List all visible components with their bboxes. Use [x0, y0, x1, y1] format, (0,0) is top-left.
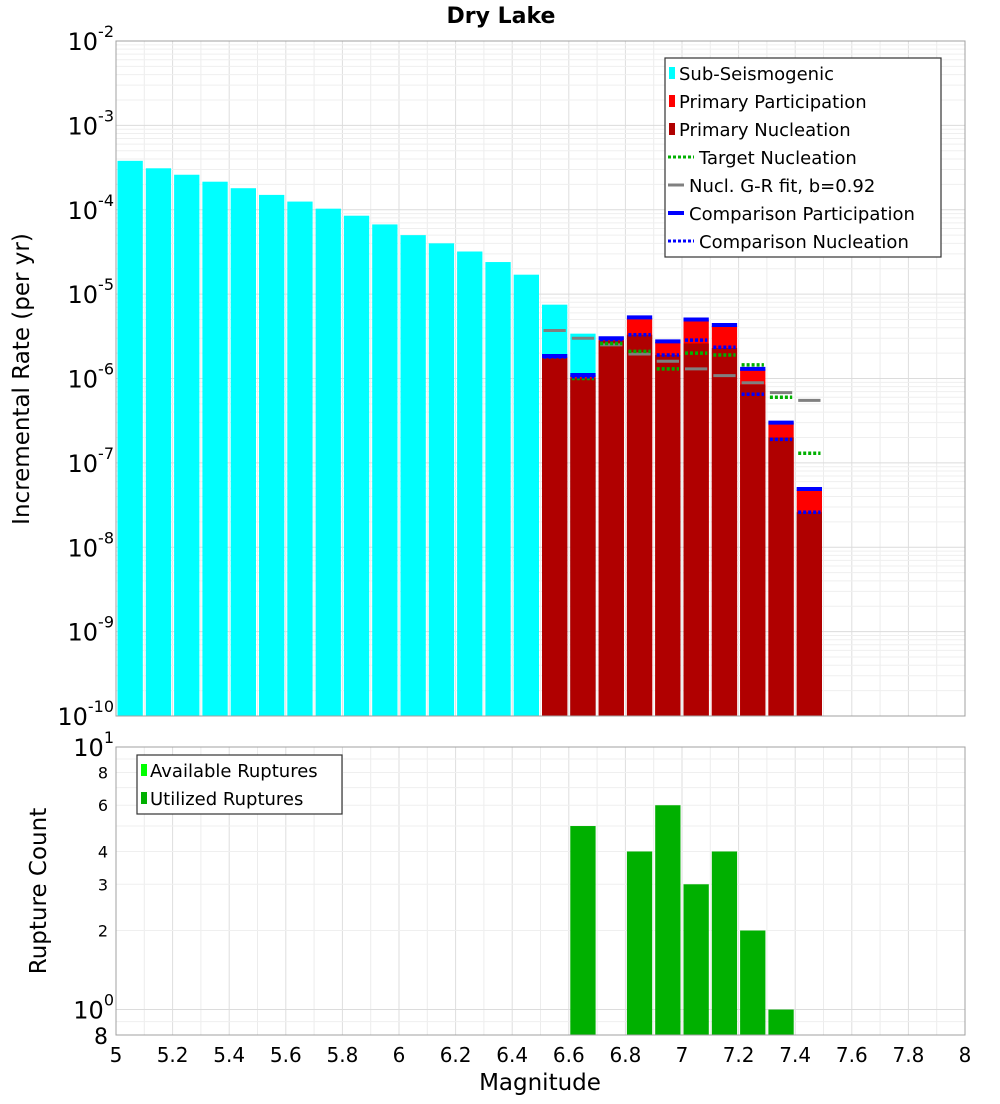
sub-seismogenic-bar: [372, 224, 398, 717]
top-markers: [542, 315, 822, 514]
utilized-ruptures-bar: [570, 826, 596, 1035]
bottom-plot-frame: [115, 746, 966, 1036]
x-tick-label: 7.2: [723, 1043, 755, 1067]
primary-nucleation-bar: [740, 384, 766, 716]
utilized-ruptures-bar: [768, 1009, 794, 1035]
primary-nucleation-bar: [683, 343, 709, 716]
primary-nucleation-bar: [626, 334, 653, 716]
x-tick-label: 5: [110, 1043, 123, 1067]
top-y-axis-label: Incremental Rate (per yr): [9, 233, 35, 525]
bottom-y-major-tick-label: 100: [73, 991, 114, 1025]
x-tick-label: 8: [959, 1043, 972, 1067]
bottom-y-minor-tick-label: 2: [98, 922, 108, 941]
x-tick-label: 6.2: [440, 1043, 472, 1067]
sub-seismogenic-bar: [428, 243, 455, 717]
bottom-y-minor-tick-label: 6: [98, 796, 108, 815]
top-legend-box: [664, 57, 942, 258]
legend-entry-label: Available Ruptures: [150, 761, 318, 782]
primary-nucleation-bar: [570, 378, 596, 716]
x-tick-label: 5.2: [157, 1043, 189, 1067]
sub-seismogenic-bar: [457, 251, 483, 716]
sub-seismogenic-bar: [343, 215, 370, 717]
primary-nucleation-bar: [598, 340, 624, 716]
top-legend: Sub-Seismogenic Primary Participation Prim…: [664, 57, 942, 258]
bottom-y-minor-tick-label: 8: [98, 763, 108, 782]
top-y-tick-label: 10-9: [68, 613, 115, 647]
top-y-tick-label: 10-7: [68, 444, 115, 478]
top-y-ticks: 10-2 10-3 10-4 10-5 10-6 10-7 10-8 10-9 10-10: [57, 22, 114, 731]
bottom-bars: [570, 805, 794, 1035]
utilized-ruptures-bar: [655, 805, 681, 1035]
x-ticks: 5 5.2 5.4 5.6 5.8 6 6.2 6.4 6.6 6.8 7 7.2 7.4 7.6 7.8 8: [110, 1043, 972, 1067]
primary-nucleation-bar: [711, 347, 738, 716]
bottom-y-minor-tick-label: 8: [94, 1025, 108, 1050]
primary-nucleation-bar: [768, 437, 794, 716]
grid-lines: [115, 41, 966, 1036]
sub-seismogenic-bar: [259, 194, 285, 716]
sub-seismogenic-bar: [230, 188, 256, 717]
bottom-y-axis-label: Rupture Count: [26, 808, 52, 974]
primary-nucleation-bar: [796, 512, 822, 716]
x-tick-label: 6.8: [609, 1043, 641, 1067]
x-tick-label: 5.8: [326, 1043, 358, 1067]
x-tick-label: 6.4: [496, 1043, 528, 1067]
legend-entry-label: Sub-Seismogenic: [679, 64, 834, 85]
legend-swatch-box: [669, 95, 675, 107]
x-tick-label: 7: [676, 1043, 689, 1067]
sub-seismogenic-bar: [174, 174, 200, 716]
top-plot-frame: [115, 40, 966, 717]
sub-seismogenic-bar: [287, 201, 313, 716]
sub-seismogenic-bar: [400, 235, 426, 716]
legend-entry-label: Utilized Ruptures: [150, 789, 303, 810]
bottom-y-minor-tick-label: 4: [98, 842, 108, 861]
x-tick-label: 5.6: [270, 1043, 302, 1067]
legend-entry-label: Nucl. G-R fit, b=0.92: [689, 176, 875, 197]
legend-entry-label: Target Nucleation: [698, 148, 857, 169]
top-y-tick-label: 10-5: [68, 275, 115, 309]
top-y-tick-label: 10-8: [68, 528, 115, 562]
legend-entry-label: Primary Nucleation: [679, 120, 851, 141]
x-tick-label: 6: [393, 1043, 406, 1067]
sub-seismogenic-bar: [202, 181, 228, 716]
legend-entry-label: Primary Participation: [679, 92, 867, 113]
x-tick-label: 7.8: [892, 1043, 924, 1067]
legend-swatch-box: [669, 123, 675, 135]
bottom-y-minor-tick-label: 3: [98, 875, 108, 894]
top-y-tick-label: 10-4: [68, 191, 115, 225]
bottom-legend-box: [136, 754, 343, 815]
sub-seismogenic-bar: [513, 274, 539, 716]
x-tick-label: 7.4: [779, 1043, 811, 1067]
x-tick-label: 7.6: [836, 1043, 868, 1067]
top-y-tick-label: 10-10: [57, 697, 114, 731]
legend-swatch-box: [141, 792, 147, 804]
utilized-ruptures-bar: [626, 851, 653, 1035]
x-tick-label: 6.6: [553, 1043, 585, 1067]
sub-seismogenic-bar: [145, 168, 172, 716]
top-y-tick-label: 10-2: [68, 22, 115, 56]
top-y-tick-label: 10-6: [68, 360, 115, 394]
utilized-ruptures-bar: [740, 930, 766, 1035]
legend-entry-label: Comparison Nucleation: [699, 232, 909, 253]
bottom-y-major-tick-label: 101: [73, 728, 114, 762]
utilized-ruptures-bar: [683, 884, 709, 1035]
primary-nucleation-bar: [655, 354, 681, 716]
top-bars: [117, 160, 822, 717]
legend-entry-label: Comparison Participation: [689, 204, 915, 225]
chart-title: Dry Lake: [447, 4, 556, 29]
primary-nucleation-bar: [542, 357, 568, 716]
x-axis-label: Magnitude: [479, 1070, 601, 1096]
sub-seismogenic-bar: [315, 208, 341, 716]
legend-swatch-box: [669, 67, 675, 79]
sub-seismogenic-bar: [117, 160, 143, 717]
utilized-ruptures-bar: [711, 851, 738, 1035]
top-y-tick-label: 10-3: [68, 106, 115, 140]
x-tick-label: 5.4: [213, 1043, 245, 1067]
legend-swatch-box: [141, 764, 147, 776]
bottom-legend: Available Ruptures Utilized Ruptures: [136, 754, 343, 815]
sub-seismogenic-bar: [485, 262, 511, 716]
